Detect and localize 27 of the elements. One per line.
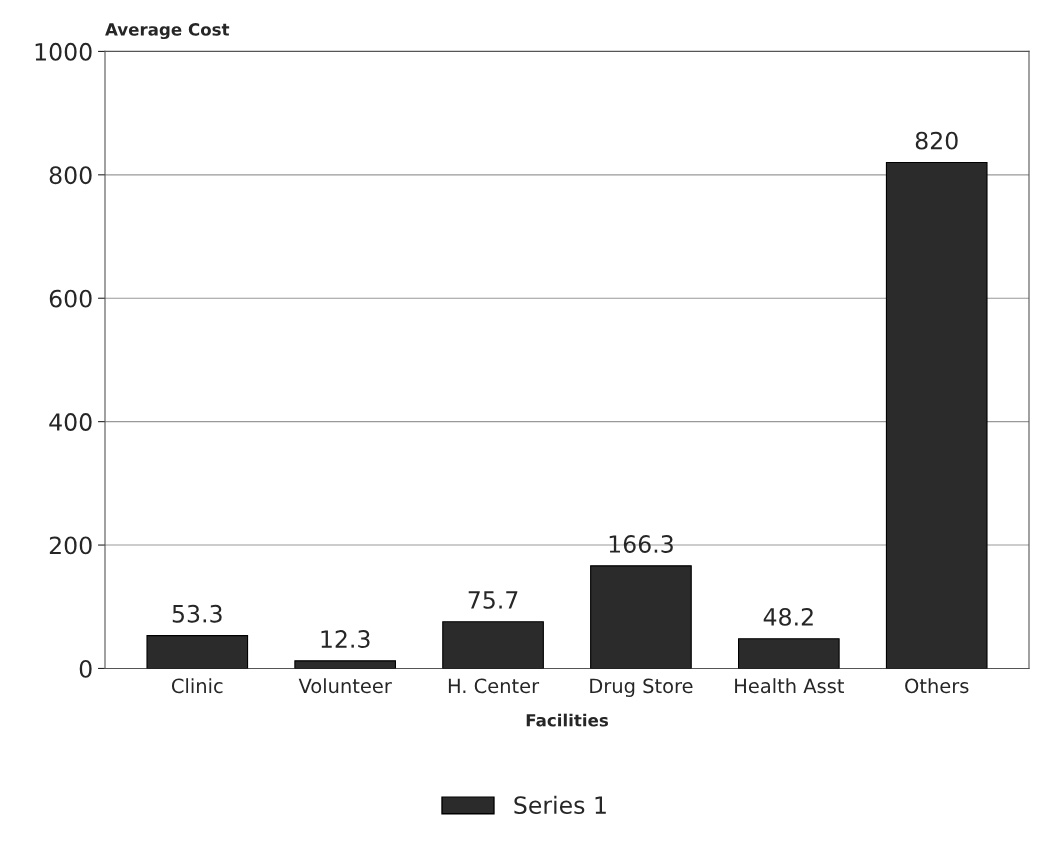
y-tick-label: 600 xyxy=(49,289,92,308)
x-tick-label: Drug Store xyxy=(590,678,693,697)
x-tick-label: Volunteer xyxy=(298,678,392,694)
bar xyxy=(885,161,988,669)
x-tick-label: Clinic xyxy=(171,678,223,694)
x-tick-label: Health Asst xyxy=(735,678,844,694)
bar xyxy=(442,621,544,669)
y-tick-label: 200 xyxy=(49,536,92,555)
bar xyxy=(590,565,692,669)
x-tick-label: Others xyxy=(905,678,969,694)
x-axis-title: Facilities xyxy=(526,713,608,727)
y-axis-title: Average Cost xyxy=(105,23,230,40)
data-label: 53.3 xyxy=(172,604,222,623)
data-label: 166.3 xyxy=(609,535,673,553)
y-tick-label: 400 xyxy=(49,413,92,431)
y-tick-label: 1000 xyxy=(35,42,92,61)
bar xyxy=(146,635,249,669)
legend-label: Series 1 xyxy=(514,795,606,815)
data-label: 75.7 xyxy=(468,591,518,609)
data-label: 12.3 xyxy=(321,630,370,648)
bar xyxy=(294,660,397,669)
data-label: 820 xyxy=(915,131,958,150)
data-label: 48.2 xyxy=(763,607,813,626)
y-tick-label: 800 xyxy=(49,166,92,185)
x-tick-label: H. Center xyxy=(448,678,540,694)
y-tick-label: 0 xyxy=(79,659,92,678)
bar xyxy=(737,638,840,669)
